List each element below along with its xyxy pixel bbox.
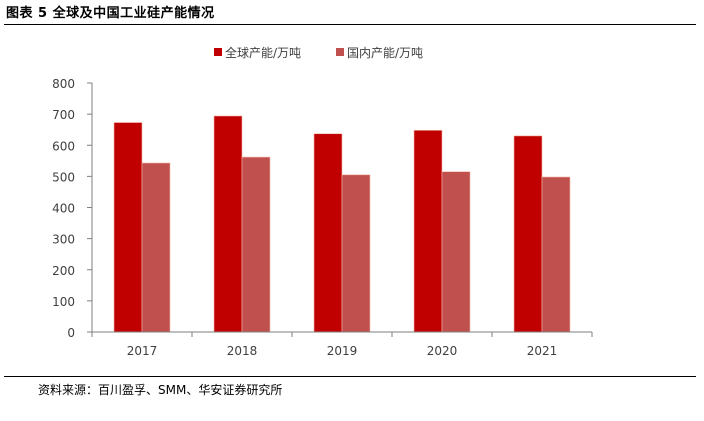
y-tick-label: 400 [52,202,75,216]
title-divider [4,24,696,25]
y-axis: 0 100 200 300 400 500 600 700 800 [52,77,75,340]
y-tick-label: 800 [52,77,75,91]
bar-china [341,174,371,333]
legend-swatch-china [336,48,344,56]
y-tick-label: 500 [52,170,75,184]
y-tick-label: 100 [52,295,75,309]
legend-label-china: 国内产能/万吨 [347,46,423,60]
source-note: 资料来源：百川盈孚、SMM、华安证券研究所 [38,383,283,397]
bar-series [113,115,571,333]
chart-legend: 全球产能/万吨 国内产能/万吨 [214,45,423,60]
figure-title: 图表 5 全球及中国工业硅产能情况 [6,6,215,21]
bar-china [241,156,271,333]
bar-chart: 全球产能/万吨 国内产能/万吨 0 100 200 300 400 500 600 700 80… [52,45,593,358]
y-tick-label: 600 [52,139,75,153]
source-divider [4,376,696,377]
legend-label-global: 全球产能/万吨 [225,45,301,60]
legend-swatch-global [214,48,222,56]
y-tick-label: 300 [52,233,75,247]
x-tick-label: 2019 [327,344,358,358]
bar-china [141,162,171,333]
bar-global [113,122,143,333]
y-tick-label: 200 [52,264,75,278]
x-tick-label: 2021 [527,344,558,358]
bar-china [541,176,571,333]
x-tick-label: 2020 [427,344,458,358]
bar-global [313,133,343,333]
bar-global [413,130,443,333]
y-tick-label: 700 [52,108,75,122]
bar-china [441,171,471,333]
x-tick-label: 2017 [127,344,158,358]
bar-global [513,135,543,333]
y-tick-label: 0 [67,326,75,340]
x-axis: 2017 2018 2019 2020 2021 [127,344,558,358]
x-tick-label: 2018 [227,344,258,358]
axes [87,82,593,337]
bar-global [213,115,243,333]
